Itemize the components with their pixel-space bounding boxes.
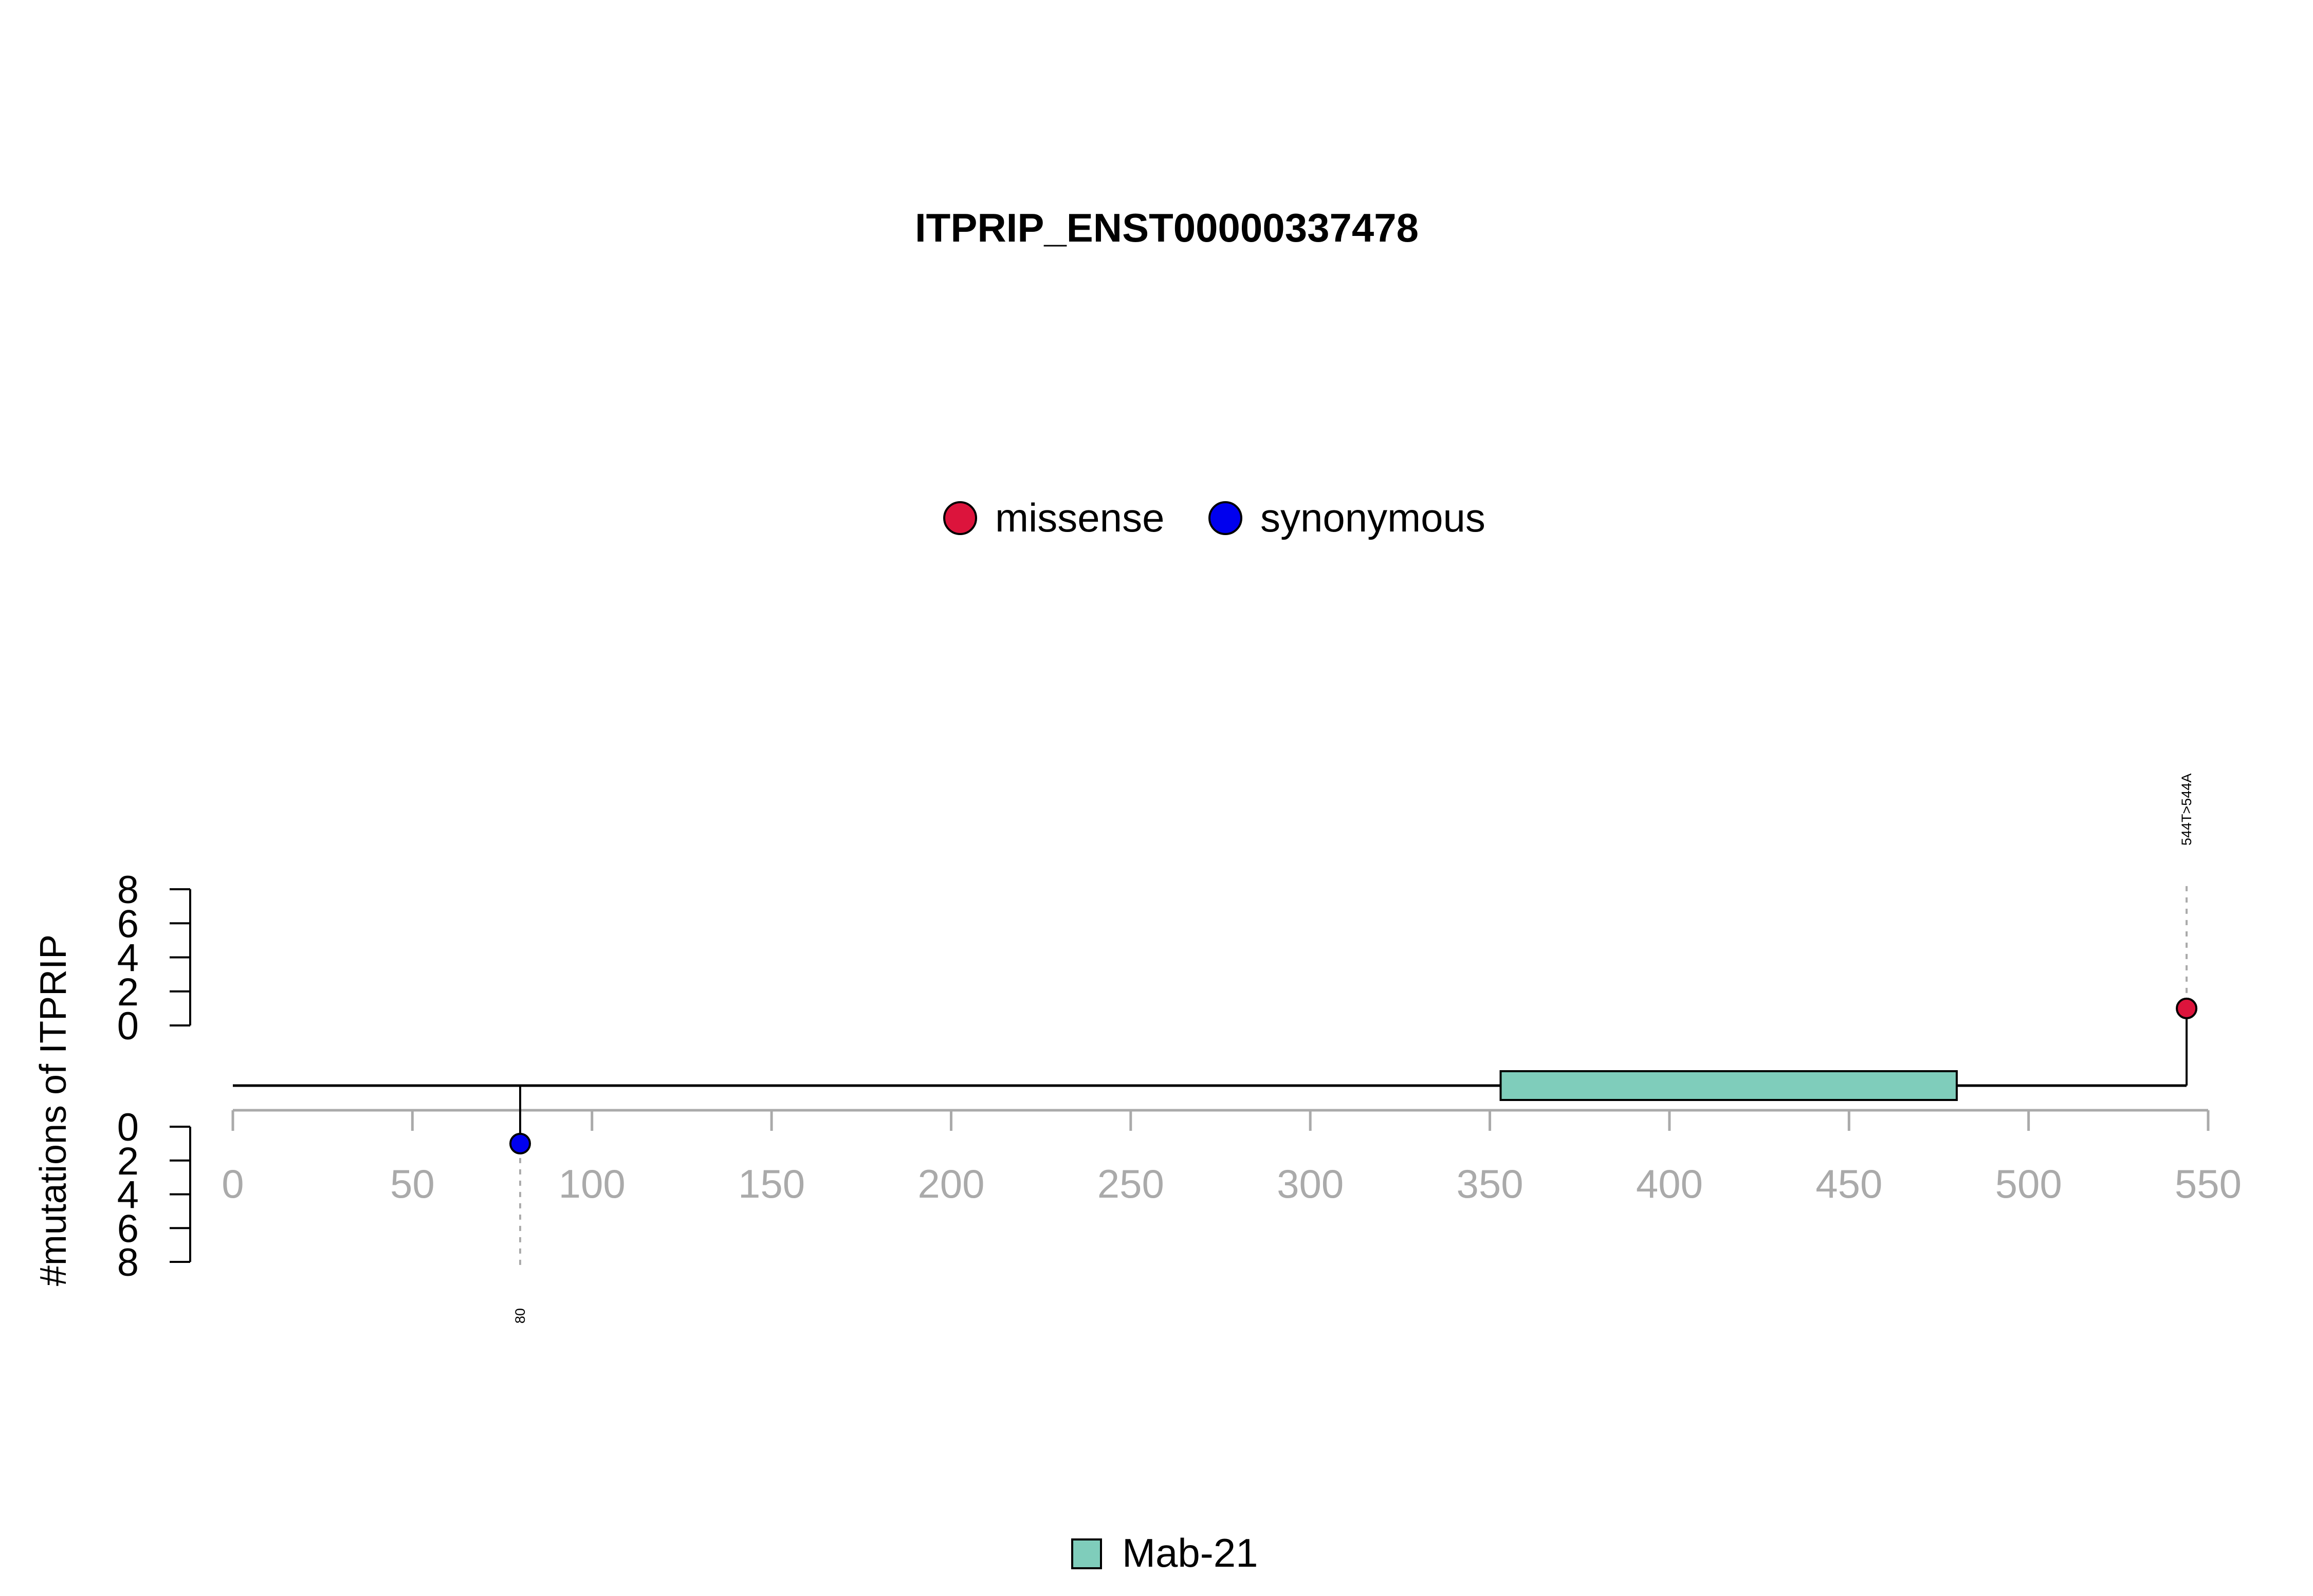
protein-track xyxy=(233,1070,2187,1101)
x-tick-label: 400 xyxy=(1636,1161,1703,1206)
y-top-tick-label: 2 xyxy=(117,970,139,1014)
y-bottom-tick-label: 2 xyxy=(117,1140,139,1183)
x-tick-label: 100 xyxy=(559,1161,626,1206)
x-tick-label: 200 xyxy=(917,1161,984,1206)
domain-Mab-21 xyxy=(1499,1070,1958,1101)
lollipop-head-synonymous xyxy=(509,1132,531,1154)
y-bottom-tick-label: 6 xyxy=(117,1207,139,1251)
x-tick-label: 450 xyxy=(1815,1161,1882,1206)
legend-label-missense: missense xyxy=(995,495,1164,540)
y-axis-label: #mutations of ITPRIP xyxy=(33,934,74,1286)
legend-marker-missense xyxy=(943,501,977,535)
y-top-tick-label: 8 xyxy=(117,868,139,912)
y-top-tick-label: 0 xyxy=(117,1004,139,1048)
y-top-tick-label: 4 xyxy=(117,937,139,980)
mutation-label: 80 xyxy=(512,1308,528,1324)
x-tick-label: 150 xyxy=(738,1161,805,1206)
x-tick-label: 350 xyxy=(1456,1161,1523,1206)
y-top-tick-label: 6 xyxy=(117,902,139,946)
y-bottom-tick-label: 8 xyxy=(117,1241,139,1285)
y-bottom-tick-label: 0 xyxy=(117,1106,139,1149)
mutation-lollipops: 544T>544A 80 xyxy=(509,774,2198,1324)
x-tick-label: 0 xyxy=(222,1161,244,1206)
lollipop-head-missense xyxy=(2176,997,2198,1019)
x-tick-label: 300 xyxy=(1277,1161,1344,1206)
chart-title: ITPRIP_ENST00000337478 xyxy=(915,205,1419,250)
mutation-label: 544T>544A xyxy=(2179,774,2194,846)
x-tick-label: 500 xyxy=(1995,1161,2062,1206)
legend-marker-synonymous xyxy=(1208,501,1242,535)
y-bottom-tick-label: 4 xyxy=(117,1173,139,1217)
mutation-type-legend: missense synonymous xyxy=(943,495,1485,540)
x-tick-label: 250 xyxy=(1097,1161,1164,1206)
domain-legend: Mab-21 xyxy=(1071,1530,1258,1575)
legend-swatch-Mab-21 xyxy=(1071,1538,1102,1569)
legend-label-synonymous: synonymous xyxy=(1260,495,1485,540)
x-tick-label: 50 xyxy=(390,1161,435,1206)
legend-label-Mab-21: Mab-21 xyxy=(1122,1530,1258,1575)
x-axis: 0 50 100 150 200 250 300 350 400 450 500 550 xyxy=(222,1109,2242,1206)
x-tick-label: 550 xyxy=(2175,1161,2242,1206)
